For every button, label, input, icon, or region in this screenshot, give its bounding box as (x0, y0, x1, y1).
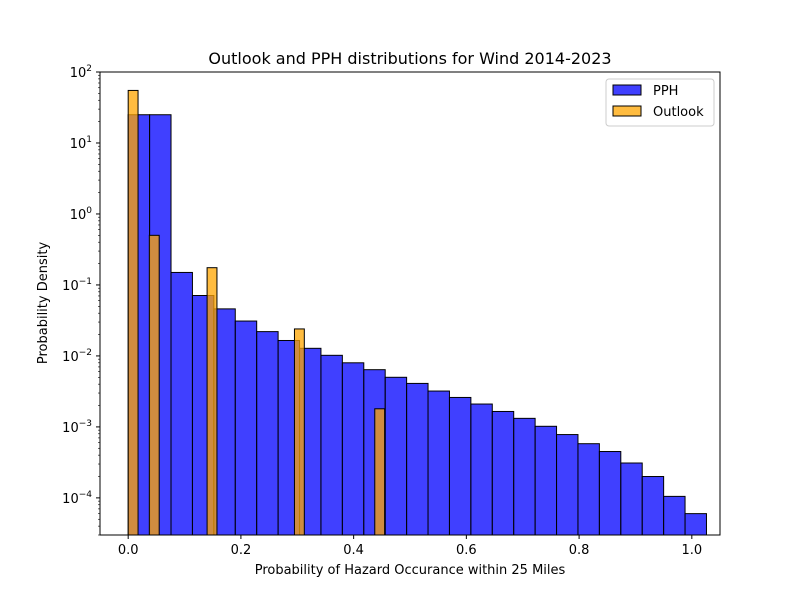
pph-bar-15 (448, 396, 472, 536)
pph-bar-19 (534, 425, 558, 536)
pph-bar-6 (256, 331, 279, 536)
pph-bar-12 (384, 376, 408, 536)
pph-bar-20 (556, 434, 579, 536)
legend: PPH Outlook (605, 78, 715, 127)
pph-bar-25 (663, 495, 686, 536)
x-tick-label: 0.0 (118, 543, 139, 558)
pph-bar-21 (577, 443, 600, 536)
y-tick-label: 100 (70, 206, 93, 223)
outlook-bar-2 (206, 267, 218, 536)
pph-bar-10 (341, 362, 365, 536)
pph-bar-16 (470, 403, 493, 536)
plot-frame (99, 71, 721, 536)
pph-bar-9 (320, 354, 343, 536)
outlook-bar-0 (127, 89, 139, 536)
legend-label-pph: PPH (653, 84, 678, 99)
outlook-bar-4 (374, 408, 386, 536)
y-tick-label: 10−2 (62, 348, 92, 365)
x-tick-label: 0.4 (343, 543, 364, 558)
legend-swatch-pph (612, 84, 642, 96)
pph-bar-23 (620, 462, 643, 536)
x-axis-title: Probability of Hazard Occurance within 2… (255, 563, 566, 578)
pph-bar-17 (491, 410, 515, 536)
legend-swatch-outlook (612, 105, 642, 117)
outlook-bar-3 (293, 328, 305, 536)
pph-bar-5 (234, 320, 258, 536)
x-tick-label: 0.8 (569, 543, 590, 558)
pph-bar-22 (598, 451, 622, 536)
y-tick-label: 10−1 (62, 277, 92, 294)
x-tick-label: 1.0 (681, 543, 702, 558)
pph-bar-13 (406, 382, 429, 536)
pph-bar-14 (427, 390, 450, 536)
legend-label-outlook: Outlook (653, 105, 704, 120)
y-tick-label: 10−3 (62, 419, 92, 436)
outlook-bar-1 (148, 234, 160, 536)
pph-bar-24 (641, 476, 665, 536)
x-tick-label: 0.6 (456, 543, 477, 558)
x-axis-ticks: 0.0 0.2 0.4 0.6 0.8 1.0 (118, 535, 702, 558)
x-tick-label: 0.2 (231, 543, 252, 558)
y-axis-title: Probability Density (36, 242, 51, 365)
chart-title: Outlook and PPH distributions for Wind 2… (208, 49, 611, 68)
y-axis-ticks: 10−4 10−3 10−2 10−1 100 101 102 (62, 64, 100, 536)
y-tick-label: 102 (70, 64, 92, 81)
pph-bar-26 (684, 513, 707, 536)
y-tick-label: 101 (70, 135, 92, 152)
pph-bar-2 (170, 271, 193, 536)
pph-bar-18 (513, 417, 536, 536)
y-tick-label: 10−4 (62, 490, 92, 507)
